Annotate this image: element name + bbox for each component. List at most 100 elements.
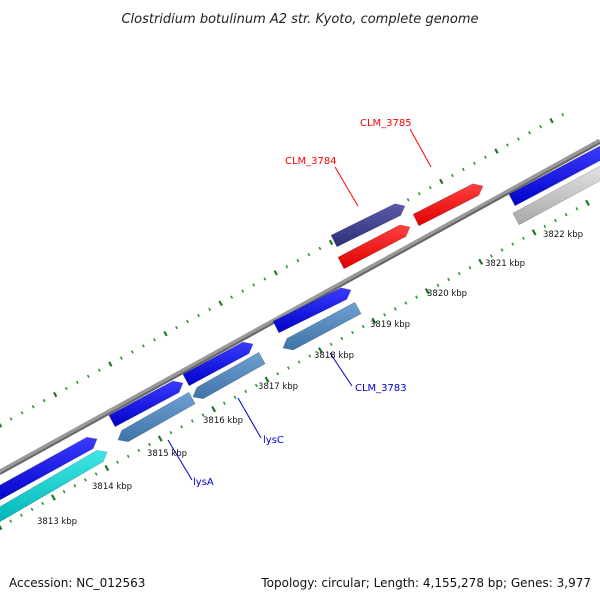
genome-summary-label: Topology: circular; Length: 4,155,278 bp…: [261, 576, 591, 590]
accession-label: Accession: NC_012563: [9, 576, 146, 590]
minor-tick: [554, 218, 557, 223]
minor-tick: [208, 307, 212, 312]
minor-tick: [564, 212, 568, 217]
major-tick: [53, 391, 58, 398]
minor-tick: [383, 313, 386, 317]
tick-label: 3815 kbp: [147, 449, 187, 459]
minor-tick: [522, 236, 525, 240]
minor-tick: [517, 137, 520, 141]
major-tick: [163, 330, 168, 337]
major-tick: [218, 300, 223, 307]
gene-label-clm-3784: CLM_3784: [285, 156, 337, 167]
reverse-cds: [117, 391, 196, 443]
rna-feature: [0, 450, 108, 523]
minor-tick: [404, 301, 408, 305]
tick-label: 3819 kbp: [370, 320, 410, 330]
minor-tick: [31, 405, 35, 409]
major-tick: [211, 405, 217, 413]
minor-tick: [241, 289, 245, 293]
highlighted-cds: [330, 203, 406, 248]
leader-clm-3785: [409, 128, 432, 168]
backbone-outer-line: [0, 138, 600, 475]
minor-tick: [428, 185, 432, 190]
outer-tick-track: [0, 112, 565, 428]
major-tick: [318, 347, 323, 354]
minor-tick: [417, 192, 421, 196]
minor-tick: [500, 248, 504, 252]
minor-tick: [511, 242, 515, 246]
minor-tick: [201, 413, 205, 417]
tick-label: 3817 kbp: [258, 382, 298, 392]
minor-tick: [9, 519, 13, 523]
minor-tick: [73, 484, 77, 488]
minor-tick: [186, 319, 189, 324]
gene-labels: CLM_3785 CLM_3784 CLM_3783 lysC lysA: [193, 118, 412, 488]
tick-label: 3821 kbp: [485, 259, 525, 269]
tick-label: 3820 kbp: [427, 289, 467, 299]
major-tick: [273, 270, 278, 276]
major-tick: [104, 464, 110, 472]
leader-lysc: [237, 397, 262, 439]
minor-tick: [30, 507, 34, 511]
minor-tick: [20, 411, 24, 415]
minor-tick: [42, 398, 46, 403]
minor-tick: [472, 161, 476, 165]
reverse-cds: [282, 301, 362, 351]
major-tick: [264, 376, 270, 383]
major-tick: [494, 148, 499, 154]
minor-tick: [297, 360, 301, 364]
minor-tick: [119, 356, 123, 360]
minor-tick: [137, 448, 141, 453]
minor-tick: [180, 425, 184, 429]
minor-tick: [153, 338, 156, 342]
gene-label-clm-3783: CLM_3783: [355, 383, 407, 394]
major-tick: [478, 258, 484, 265]
minor-tick: [263, 277, 267, 281]
minor-tick: [415, 295, 419, 299]
gene-label-lysa: lysA: [193, 477, 214, 488]
minor-tick: [575, 207, 579, 211]
gene-label-leaders: [167, 128, 432, 481]
minor-tick: [190, 419, 194, 423]
minor-tick: [296, 258, 300, 263]
major-tick: [0, 422, 3, 428]
forward-cds: [508, 145, 600, 207]
minor-tick: [489, 254, 493, 258]
leader-clm-3783: [329, 352, 353, 387]
major-tick: [157, 435, 163, 442]
forward-cds: [272, 287, 352, 334]
major-tick: [0, 524, 3, 531]
leader-lysa: [167, 439, 193, 481]
gene-label-lysc: lysC: [263, 435, 284, 446]
minor-tick: [254, 383, 258, 388]
minor-tick: [361, 324, 365, 329]
minor-tick: [64, 386, 68, 391]
tick-label: 3822 kbp: [543, 230, 583, 240]
minor-tick: [436, 283, 440, 288]
minor-tick: [84, 478, 87, 482]
minor-tick: [483, 155, 487, 159]
feature-track: [0, 145, 600, 523]
other-feature: [512, 165, 600, 226]
major-tick: [328, 239, 334, 246]
minor-tick: [126, 454, 130, 458]
red-cds: [412, 183, 484, 227]
minor-tick: [175, 325, 178, 330]
tick-label: 3818 kbp: [314, 351, 354, 361]
major-tick: [371, 317, 377, 324]
minor-tick: [41, 501, 45, 506]
minor-tick: [130, 350, 134, 354]
minor-tick: [141, 344, 145, 348]
minor-tick: [528, 131, 531, 135]
minor-tick: [222, 401, 226, 405]
minor-tick: [461, 167, 465, 172]
minor-tick: [308, 354, 312, 358]
minor-tick: [169, 431, 173, 435]
minor-tick: [75, 380, 79, 385]
minor-tick: [230, 295, 234, 299]
minor-tick: [468, 266, 472, 270]
minor-tick: [447, 277, 451, 282]
minor-tick: [97, 368, 101, 372]
minor-tick: [457, 271, 461, 276]
